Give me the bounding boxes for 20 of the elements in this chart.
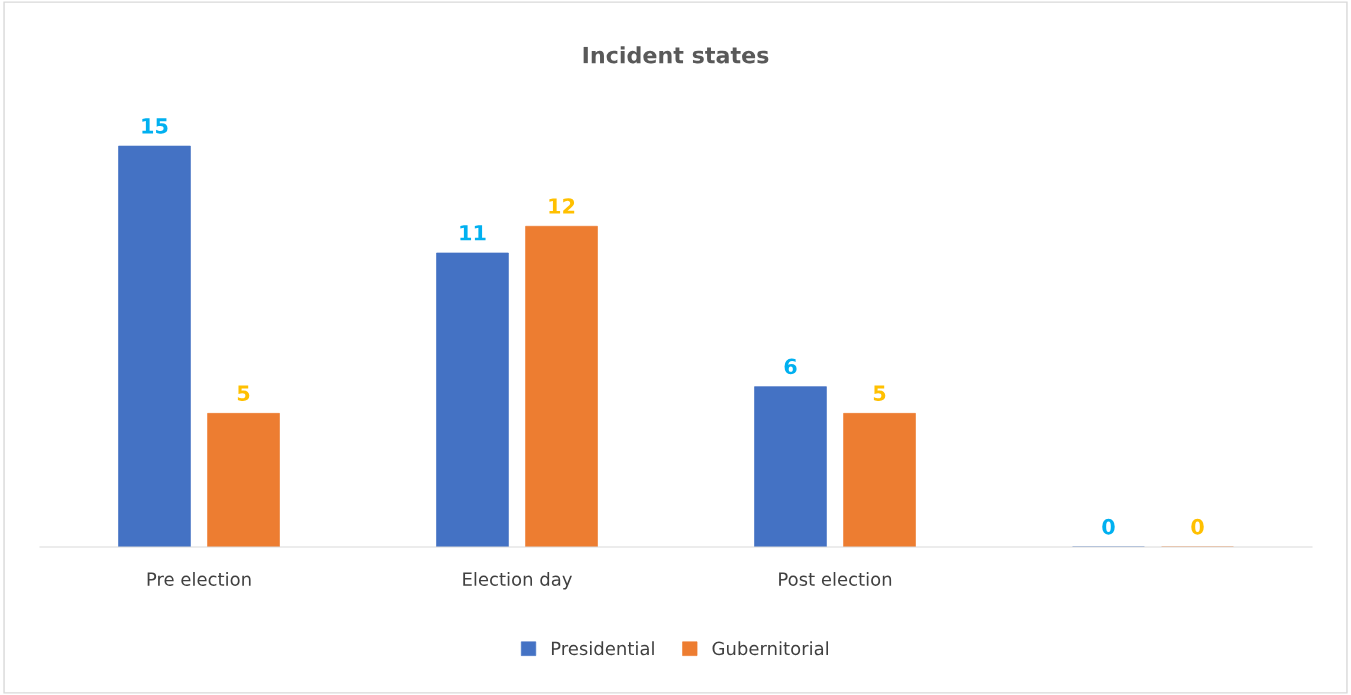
- data-label: 11: [460, 225, 486, 241]
- data-label: 15: [142, 118, 168, 134]
- x-tick-label: Post election: [779, 572, 892, 586]
- legend-label: Presidential: [551, 641, 654, 656]
- data-label: 0: [1102, 518, 1115, 535]
- data-label: 6: [784, 358, 797, 375]
- data-label: 5: [237, 385, 250, 401]
- bar: [754, 386, 827, 547]
- x-tick-label: Pre election: [147, 572, 251, 586]
- x-tick-label: Election day: [463, 572, 572, 590]
- data-label: 12: [549, 198, 575, 214]
- bar: [436, 252, 509, 547]
- bar: [525, 225, 598, 547]
- bar: [207, 413, 280, 547]
- legend-label: Gubernitorial: [712, 641, 828, 656]
- chart-title: Incident states: [583, 46, 769, 64]
- data-label: 0: [1191, 518, 1204, 535]
- bar: [843, 413, 916, 547]
- data-label: 5: [873, 385, 886, 401]
- bar: [118, 145, 191, 547]
